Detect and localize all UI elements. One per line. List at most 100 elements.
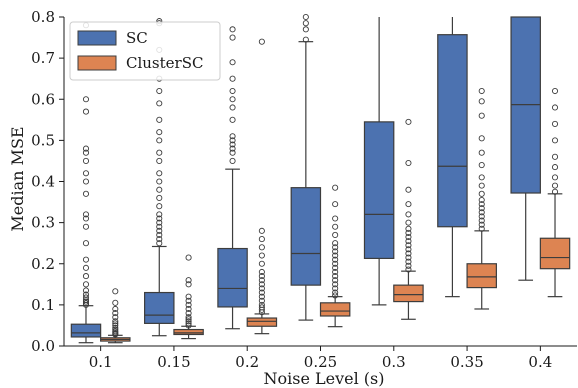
outlier-point: [112, 299, 119, 306]
box-group: [319, 184, 351, 328]
outlier-point: [185, 293, 192, 300]
x-tick-label: 0.1: [89, 353, 113, 371]
outlier-point: [156, 231, 163, 239]
outlier-point: [82, 264, 90, 271]
outlier-point: [185, 310, 192, 317]
outlier-point: [332, 264, 339, 271]
box: [363, 121, 395, 260]
outlier-point: [229, 149, 236, 156]
y-axis: 0.0 0.1 0.2 0.3 0.4 0.5 0.6 0.7 0.8: [31, 8, 64, 355]
outlier-point: [332, 260, 339, 267]
outlier-point: [112, 318, 119, 325]
outlier-point: [82, 298, 90, 305]
outlier-point: [229, 141, 236, 148]
y-tick-label: 0.5: [31, 131, 55, 149]
series-clustersc: [100, 38, 571, 344]
outlier-point: [82, 281, 90, 288]
outlier-point: [156, 211, 163, 218]
outlier-point: [112, 305, 119, 313]
outlier-point: [551, 164, 559, 171]
x-tick-label: 0.2: [235, 353, 259, 371]
outlier-point: [82, 215, 90, 222]
outlier-point: [332, 184, 339, 191]
outlier-point: [332, 292, 339, 299]
outlier-point: [156, 203, 163, 210]
outlier-point: [229, 104, 236, 111]
outlier-point: [478, 225, 485, 232]
outlier-point: [405, 211, 412, 218]
outlier-point: [258, 38, 265, 45]
outlier-point: [82, 149, 90, 156]
outlier-point: [478, 174, 485, 181]
outlier-point: [185, 320, 192, 327]
outlier-point: [82, 170, 90, 177]
outlier-point: [302, 36, 309, 43]
outlier-point: [405, 229, 412, 236]
outlier-point: [82, 108, 90, 115]
outlier-point: [405, 159, 412, 167]
outlier-point: [156, 100, 163, 107]
box: [393, 284, 424, 303]
outlier-point: [82, 273, 90, 280]
outlier-point: [112, 328, 119, 335]
x-axis-title: Noise Level (s): [263, 369, 384, 388]
outlier-point: [229, 116, 236, 123]
outlier-point: [156, 223, 163, 230]
x-tick-label: 0.35: [450, 353, 483, 371]
box: [290, 187, 322, 286]
legend: SC ClusterSC: [69, 21, 221, 81]
x-tick-label: 0.15: [157, 353, 190, 371]
outlier-point: [258, 273, 265, 280]
outlier-point: [82, 300, 90, 307]
outlier-point: [229, 87, 236, 95]
outlier-point: [332, 248, 339, 255]
outlier-point: [156, 170, 163, 177]
box-group: [437, 17, 468, 298]
outlier-point: [112, 324, 119, 331]
outlier-point: [405, 225, 412, 232]
outlier-point: [156, 227, 163, 234]
outlier-point: [478, 217, 485, 224]
outlier-point: [478, 190, 485, 197]
outlier-point: [82, 157, 90, 164]
outlier-point: [185, 281, 192, 288]
outlier-point: [551, 153, 559, 160]
outlier-point: [478, 221, 485, 228]
outlier-point: [156, 149, 163, 156]
x-axis: 0.1 0.15 0.2 0.25 0.3 0.35 0.4: [89, 346, 552, 371]
outlier-point: [405, 186, 412, 193]
legend-label-clustersc: ClusterSC: [126, 54, 203, 72]
y-tick-label: 0.7: [31, 49, 55, 67]
outlier-point: [156, 87, 163, 95]
x-tick-label: 0.3: [382, 353, 406, 371]
x-tick-label: 0.25: [304, 353, 337, 371]
outlier-point: [82, 96, 90, 103]
outlier-point: [332, 252, 339, 259]
box-group: [217, 26, 248, 330]
outlier-point: [156, 240, 163, 247]
y-axis-title: Median MSE: [8, 126, 27, 231]
outlier-point: [229, 133, 236, 140]
outlier-point: [112, 326, 119, 333]
outlier-point: [82, 211, 90, 218]
box: [319, 302, 351, 317]
plot-area: 0.00.10.20.30.40.50.60.70.8 0.1 0.15 0.2 0.…: [31, 8, 577, 371]
outlier-point: [258, 268, 265, 276]
outlier-point: [332, 223, 339, 230]
outlier-point: [478, 135, 485, 142]
outlier-point: [112, 310, 119, 317]
outlier-point: [478, 201, 485, 208]
outlier-point: [229, 157, 236, 164]
box-group: [363, 17, 395, 306]
box-group: [100, 288, 131, 344]
outlier-point: [258, 236, 265, 243]
outlier-point: [156, 186, 163, 193]
outlier-point: [82, 287, 90, 294]
outlier-point: [478, 87, 485, 95]
outlier-point: [185, 254, 192, 261]
outlier-point: [156, 219, 163, 226]
box: [466, 263, 497, 289]
outlier-point: [185, 301, 192, 308]
outlier-point: [405, 254, 412, 261]
outlier-point: [405, 242, 412, 249]
